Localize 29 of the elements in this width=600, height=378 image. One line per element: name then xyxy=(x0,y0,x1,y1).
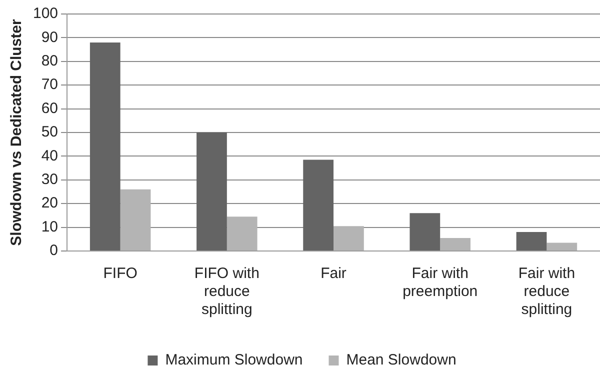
bar xyxy=(196,132,227,250)
y-tick-label: 100 xyxy=(32,5,58,22)
bar xyxy=(410,213,440,250)
y-tick-label: 80 xyxy=(41,52,58,70)
y-tick-label: 30 xyxy=(41,171,58,188)
y-tick-label: 20 xyxy=(41,194,58,212)
y-tick-label: 50 xyxy=(41,124,58,141)
bar xyxy=(334,226,364,250)
x-tick-label: Fair xyxy=(320,265,346,282)
y-tick-label: 90 xyxy=(41,28,58,46)
legend-label: Mean Slowdown xyxy=(346,352,456,369)
bar xyxy=(226,216,258,250)
x-tick-label: Fair with reduce splitting xyxy=(518,265,576,318)
x-tick-label: Fair with preemption xyxy=(402,265,478,300)
y-tick-label: 40 xyxy=(41,147,58,164)
y-tick-label: 0 xyxy=(50,242,58,260)
bar xyxy=(120,189,151,250)
legend-label: Maximum Slowdown xyxy=(165,352,303,369)
bar xyxy=(516,232,547,250)
y-axis-title: Slowdown vs Dedicated Cluster xyxy=(8,18,26,246)
bar xyxy=(303,160,334,250)
y-tick-label: 60 xyxy=(41,100,58,117)
bar xyxy=(440,238,470,250)
y-tick-label: 10 xyxy=(41,218,58,236)
bar xyxy=(546,242,578,250)
bar xyxy=(90,42,120,250)
x-tick-label: FIFO xyxy=(103,265,138,282)
x-tick-label: FIFO with reduce splitting xyxy=(194,265,260,318)
y-tick-label: 70 xyxy=(41,76,58,94)
